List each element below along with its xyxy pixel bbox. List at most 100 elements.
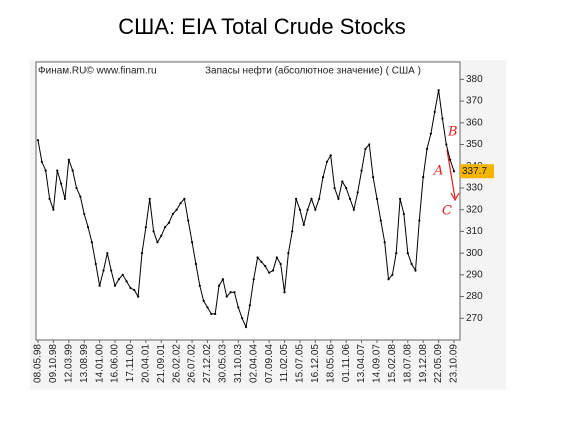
data-point bbox=[121, 273, 124, 276]
data-point bbox=[229, 291, 232, 294]
data-point bbox=[252, 278, 255, 281]
data-point bbox=[268, 271, 271, 274]
y-tick-label: 370 bbox=[466, 96, 483, 107]
data-point bbox=[406, 252, 409, 255]
data-point bbox=[279, 262, 282, 266]
data-point bbox=[160, 234, 163, 237]
data-point bbox=[148, 197, 151, 200]
data-point bbox=[167, 221, 171, 224]
x-tick-label: 02.04.04 bbox=[248, 344, 259, 383]
annotation-c: C bbox=[442, 204, 452, 219]
data-point bbox=[402, 212, 406, 216]
y-tick-label: 330 bbox=[466, 183, 483, 194]
y-tick-label: 300 bbox=[466, 248, 483, 259]
data-point bbox=[364, 147, 367, 150]
data-point bbox=[341, 180, 344, 183]
data-point bbox=[129, 286, 132, 289]
data-point bbox=[291, 230, 294, 233]
x-tick-label: 18.05.06 bbox=[325, 344, 336, 383]
x-tick-label: 01.11.06 bbox=[341, 344, 352, 383]
data-point bbox=[449, 158, 452, 161]
data-point bbox=[294, 197, 298, 200]
data-point bbox=[183, 197, 186, 200]
data-point bbox=[356, 191, 359, 194]
y-tick-label: 270 bbox=[466, 313, 483, 324]
plot-area bbox=[35, 61, 461, 341]
y-tick-label: 360 bbox=[466, 117, 483, 128]
data-point bbox=[452, 170, 456, 173]
data-point bbox=[67, 158, 70, 161]
data-point bbox=[171, 212, 174, 216]
x-tick-label: 27.12.02 bbox=[202, 344, 213, 383]
x-tick-label: 26.07.02 bbox=[187, 344, 198, 383]
data-point bbox=[360, 169, 363, 172]
x-tick-label: 08.05.98 bbox=[33, 344, 44, 383]
x-tick-label: 26.02.02 bbox=[171, 344, 182, 383]
data-point bbox=[387, 278, 390, 281]
data-point bbox=[445, 143, 448, 146]
x-tick-label: 09.10.98 bbox=[48, 344, 59, 383]
data-point bbox=[237, 306, 240, 309]
x-tick-label: 18.07.08 bbox=[402, 344, 413, 383]
data-point bbox=[113, 284, 117, 287]
annotation-b: B bbox=[447, 125, 458, 140]
y-tick-label: 350 bbox=[466, 139, 483, 150]
data-point bbox=[348, 197, 352, 200]
data-point bbox=[225, 295, 228, 298]
data-point bbox=[117, 278, 120, 281]
data-point bbox=[152, 230, 155, 233]
data-point bbox=[264, 265, 267, 268]
data-point bbox=[248, 304, 251, 307]
x-tick-label: 15.07.05 bbox=[295, 344, 306, 383]
data-point bbox=[125, 280, 128, 283]
y-tick-label: 290 bbox=[466, 269, 483, 280]
x-tick-label: 16.12.05 bbox=[310, 344, 321, 383]
data-point bbox=[298, 208, 302, 211]
data-point bbox=[217, 284, 221, 287]
data-point bbox=[329, 154, 332, 157]
data-point bbox=[106, 252, 109, 255]
data-point bbox=[256, 256, 259, 259]
data-point bbox=[372, 176, 375, 179]
data-point bbox=[144, 225, 147, 229]
data-point bbox=[79, 195, 82, 198]
x-tick-label: 31.10.03 bbox=[233, 344, 244, 383]
data-point bbox=[90, 241, 94, 244]
data-point bbox=[333, 186, 336, 190]
data-point bbox=[202, 299, 205, 303]
data-point bbox=[156, 241, 159, 244]
data-point bbox=[337, 197, 340, 200]
data-point bbox=[437, 89, 440, 92]
data-point bbox=[48, 197, 51, 200]
subtitle: Запасы нефти (абсолютное значение) ( США… bbox=[205, 65, 421, 77]
x-tick-label: 17.11.00 bbox=[125, 344, 136, 383]
data-point bbox=[429, 132, 432, 135]
data-point bbox=[214, 312, 217, 316]
data-point bbox=[210, 312, 213, 316]
data-point bbox=[60, 182, 63, 185]
x-tick-label: 07.09.04 bbox=[264, 344, 275, 383]
annotation-arrow bbox=[446, 149, 460, 202]
y-tick-label: 280 bbox=[466, 291, 483, 302]
data-point bbox=[175, 208, 178, 211]
y-tick-label: 380 bbox=[466, 74, 483, 85]
data-point bbox=[102, 269, 105, 272]
x-tick-label: 13.04.07 bbox=[356, 344, 367, 383]
data-point bbox=[198, 284, 201, 287]
data-point bbox=[414, 269, 417, 272]
data-point bbox=[368, 143, 371, 146]
data-point bbox=[260, 260, 263, 263]
data-point bbox=[83, 212, 86, 216]
data-point bbox=[345, 186, 348, 190]
data-point bbox=[441, 117, 444, 120]
data-point bbox=[187, 219, 190, 222]
x-tick-label: 20.04.01 bbox=[140, 344, 151, 383]
data-point bbox=[310, 197, 313, 200]
x-tick-label: 11.02.05 bbox=[279, 344, 290, 383]
x-tick-label: 15.02.08 bbox=[387, 344, 398, 383]
data-point bbox=[244, 325, 248, 329]
data-point bbox=[241, 317, 244, 320]
data-point bbox=[410, 262, 413, 266]
data-point bbox=[418, 219, 421, 222]
data-point bbox=[194, 262, 198, 266]
